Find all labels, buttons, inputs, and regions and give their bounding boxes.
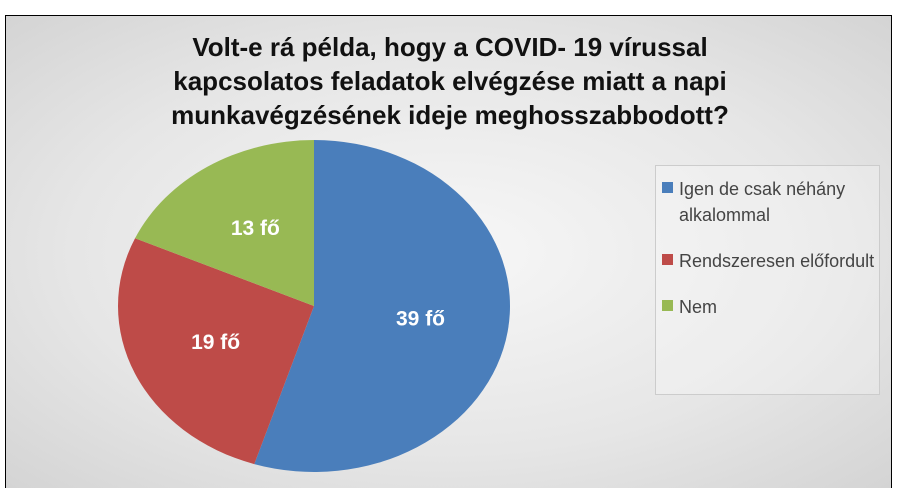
chart-title: Volt-e rá példa, hogy a COVID- 19 víruss… bbox=[192, 32, 707, 62]
legend-item: Rendszeresen előfordult bbox=[662, 248, 879, 274]
legend-swatch bbox=[662, 300, 673, 311]
pie-slice bbox=[254, 140, 511, 473]
legend-label: Nem bbox=[679, 297, 718, 317]
legend-label: Igen de csak néhány alkalommal bbox=[679, 179, 846, 225]
legend-swatch bbox=[662, 182, 673, 193]
chart-title: kapcsolatos feladatok elvégzése miatt a … bbox=[173, 66, 726, 96]
legend-swatch bbox=[662, 254, 673, 265]
data-label: 39 fő bbox=[396, 308, 445, 331]
legend-item: Nem bbox=[662, 294, 879, 320]
legend: Igen de csak néhány alkalommal Rendszeres… bbox=[655, 165, 880, 395]
pie-slice bbox=[135, 140, 314, 306]
data-label: 19 fő bbox=[191, 331, 240, 354]
legend-label: Rendszeresen előfordult bbox=[679, 251, 875, 271]
pie-slice bbox=[117, 238, 315, 465]
data-label: 13 fő bbox=[231, 217, 280, 240]
legend-item: Igen de csak néhány alkalommal bbox=[662, 176, 879, 228]
chart-title: munkavégzésének ideje meghosszabbodott? bbox=[171, 100, 729, 130]
